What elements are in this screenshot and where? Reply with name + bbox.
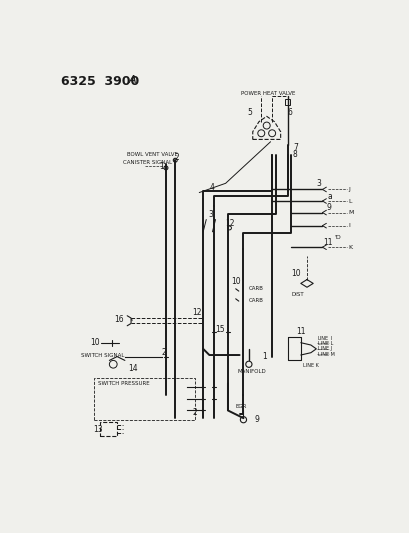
Text: 9: 9 [326, 204, 330, 213]
Text: SWITCH PRESSURE: SWITCH PRESSURE [97, 381, 149, 386]
Text: 2: 2 [192, 408, 196, 417]
Text: POWER HEAT VALVE: POWER HEAT VALVE [240, 91, 295, 96]
Text: CANISTER SIGNAL: CANISTER SIGNAL [122, 160, 171, 165]
Text: 11: 11 [295, 327, 305, 336]
Text: 6325  3900: 6325 3900 [61, 75, 143, 88]
Text: MANIFOLD: MANIFOLD [237, 369, 265, 375]
Bar [94, 378, 194, 421]
Text: J: J [347, 187, 349, 192]
Text: 1: 1 [159, 162, 163, 171]
Text: L: L [347, 198, 351, 204]
Text: 6: 6 [287, 108, 292, 117]
Text: 12: 12 [224, 219, 234, 228]
Text: LINE K: LINE K [302, 364, 318, 368]
Text: LINE: LINE [317, 336, 328, 341]
Text: A: A [128, 75, 136, 85]
Text: BOWL VENT VALVE: BOWL VENT VALVE [127, 151, 178, 157]
Text: LINE L: LINE L [317, 341, 333, 346]
Text: 3: 3 [208, 209, 213, 219]
Text: 3: 3 [315, 179, 320, 188]
Text: 14: 14 [128, 364, 137, 373]
Text: 2: 2 [174, 154, 179, 163]
Text: I: I [347, 223, 349, 228]
Text: 9: 9 [254, 415, 259, 424]
Text: I: I [329, 336, 331, 341]
Text: LINE M: LINE M [317, 352, 334, 357]
Text: DIST: DIST [291, 293, 303, 297]
Text: 7: 7 [292, 143, 297, 151]
Text: EGR: EGR [235, 404, 247, 409]
Text: 10: 10 [291, 269, 300, 278]
Text: 'D: 'D [333, 235, 340, 240]
Text: 4: 4 [209, 183, 213, 192]
Text: 15: 15 [215, 325, 225, 334]
Text: CARB: CARB [248, 298, 263, 303]
Bar [285, 99, 289, 105]
Text: 10: 10 [90, 338, 100, 347]
Text: LINE J: LINE J [317, 346, 331, 351]
Text: 10: 10 [230, 277, 240, 286]
Text: 1: 1 [261, 352, 266, 361]
Text: M: M [347, 210, 353, 215]
Text: 2: 2 [161, 348, 166, 357]
Text: 16: 16 [115, 315, 124, 324]
Text: a: a [327, 192, 332, 201]
Text: 8: 8 [292, 150, 297, 159]
Bar [100, 422, 117, 436]
Text: 13: 13 [93, 425, 102, 434]
Text: K: K [347, 245, 351, 250]
Text: SWITCH SIGNAL: SWITCH SIGNAL [81, 352, 124, 358]
Text: 5: 5 [247, 108, 252, 117]
Text: CARB: CARB [248, 286, 263, 292]
Text: 12: 12 [192, 308, 201, 317]
Text: 11: 11 [322, 238, 332, 247]
